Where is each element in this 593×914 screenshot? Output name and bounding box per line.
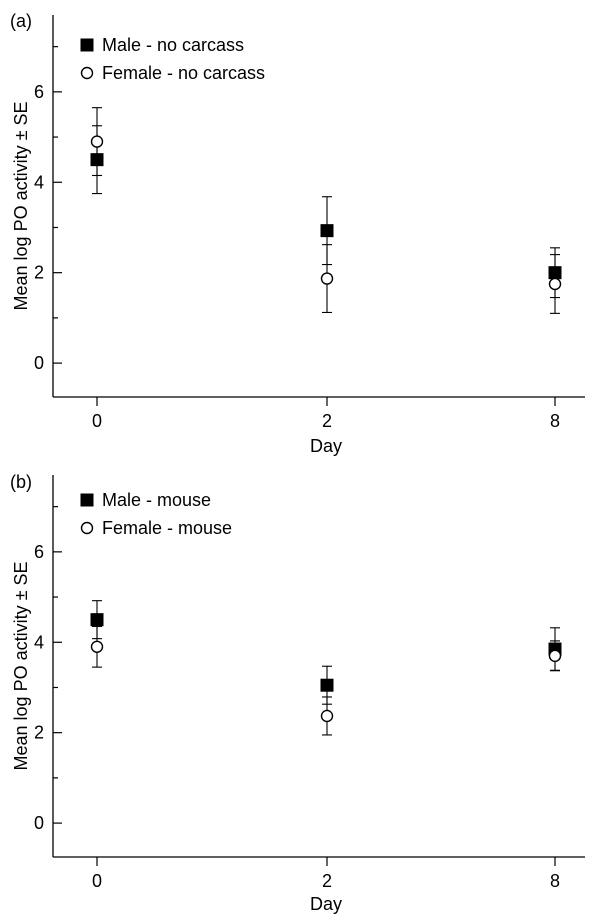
y-tick-label: 0 <box>34 813 44 833</box>
data-point-square <box>320 678 334 692</box>
data-point-circle <box>90 640 104 653</box>
legend-square-icon <box>80 38 94 52</box>
data-point-circle <box>320 709 334 723</box>
x-tick-label: 2 <box>322 871 332 891</box>
y-axis-label: Mean log PO activity ± SE <box>11 102 31 311</box>
data-point-circle <box>320 272 334 285</box>
legend-label: Male - mouse <box>102 490 211 510</box>
legend-circle-icon <box>80 66 94 80</box>
data-point-square <box>320 224 334 238</box>
x-axis-label: Day <box>310 894 342 914</box>
chart-panel-b: (b) 0 2 4 6 0 2 8 Day Mean log PO activity ± SE Ma… <box>10 472 585 914</box>
x-tick-label: 0 <box>92 411 102 431</box>
y-axis-label: Mean log PO activity ± SE <box>11 562 31 771</box>
legend-label: Female - no carcass <box>102 63 265 83</box>
data-point-circle <box>548 277 562 291</box>
y-tick-label: 0 <box>34 353 44 373</box>
legend-label: Male - no carcass <box>102 35 244 55</box>
legend-circle-icon <box>80 521 94 535</box>
panel-label: (a) <box>10 11 32 31</box>
x-tick-label: 2 <box>322 411 332 431</box>
y-tick-label: 4 <box>34 172 44 192</box>
legend-label: Female - mouse <box>102 518 232 538</box>
y-tick-label: 2 <box>34 263 44 283</box>
y-tick-label: 6 <box>34 82 44 102</box>
data-point-circle <box>90 135 104 148</box>
panel-label: (b) <box>10 472 32 492</box>
y-tick-label: 6 <box>34 542 44 562</box>
y-tick-label: 2 <box>34 723 44 743</box>
y-tick-label: 4 <box>34 632 44 652</box>
x-tick-label: 8 <box>550 871 560 891</box>
legend-square-icon <box>80 493 94 507</box>
x-axis-label: Day <box>310 436 342 456</box>
chart-panel-a: (a) 0 2 4 6 0 2 8 Day Mean log PO activity ± SE Ma… <box>10 11 585 456</box>
x-tick-label: 0 <box>92 871 102 891</box>
data-point-circle <box>548 649 562 663</box>
x-tick-label: 8 <box>550 411 560 431</box>
data-point-square <box>90 613 104 627</box>
